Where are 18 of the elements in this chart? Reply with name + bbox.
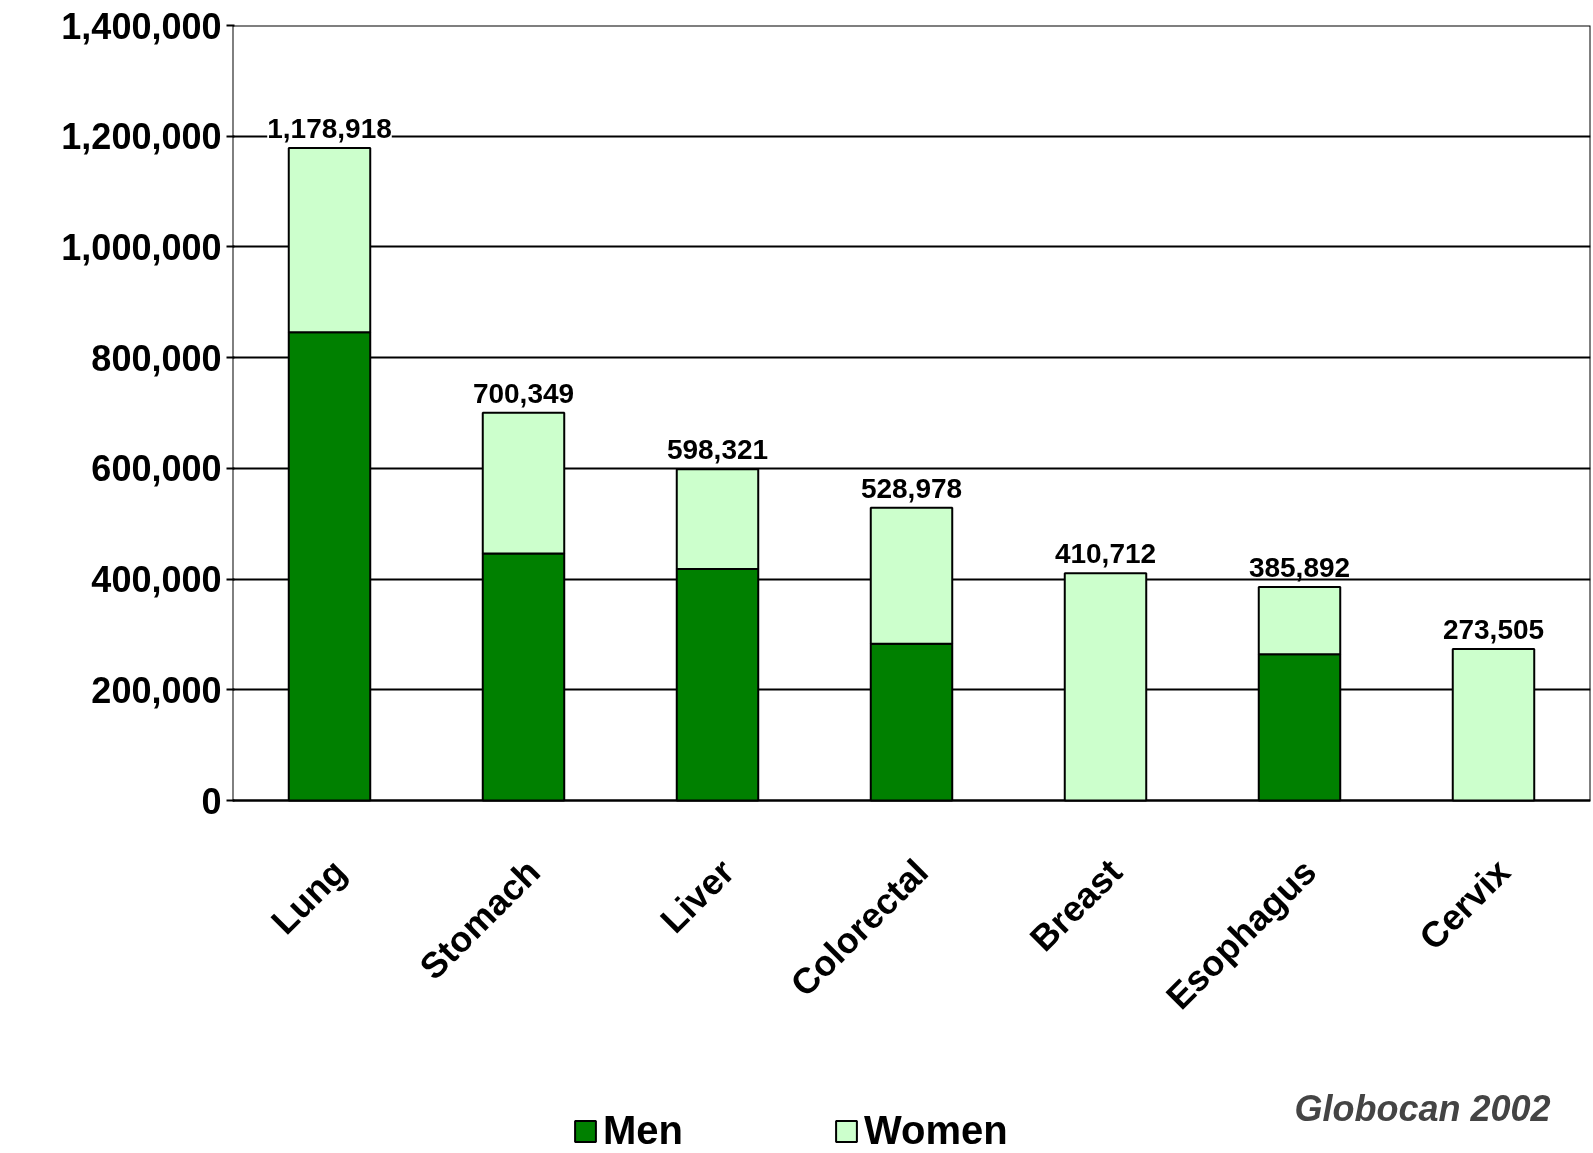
total-label: 385,892 bbox=[1248, 551, 1351, 583]
text: Globocan 2002 bbox=[1294, 1088, 1551, 1129]
y-tick-label: 600,000 bbox=[91, 448, 222, 490]
y-tick-label: 1,400,000 bbox=[61, 5, 222, 47]
total-label: 273,505 bbox=[1442, 614, 1545, 646]
total-label: 1,178,918 bbox=[267, 112, 392, 144]
y-tick-label: 0 bbox=[201, 780, 222, 822]
y-tick-label: 400,000 bbox=[91, 559, 222, 601]
total-label: 598,321 bbox=[666, 434, 769, 466]
legend-label: Men bbox=[603, 1108, 683, 1153]
y-tick-label: 1,000,000 bbox=[61, 226, 222, 268]
legend-label: Women bbox=[864, 1108, 1008, 1153]
y-tick-label: 800,000 bbox=[91, 337, 222, 379]
y-tick-label: 200,000 bbox=[91, 669, 222, 711]
total-label: 700,349 bbox=[472, 377, 575, 409]
total-label: 528,978 bbox=[860, 472, 963, 504]
y-tick-label: 1,200,000 bbox=[61, 116, 222, 158]
total-label: 410,712 bbox=[1054, 538, 1157, 570]
